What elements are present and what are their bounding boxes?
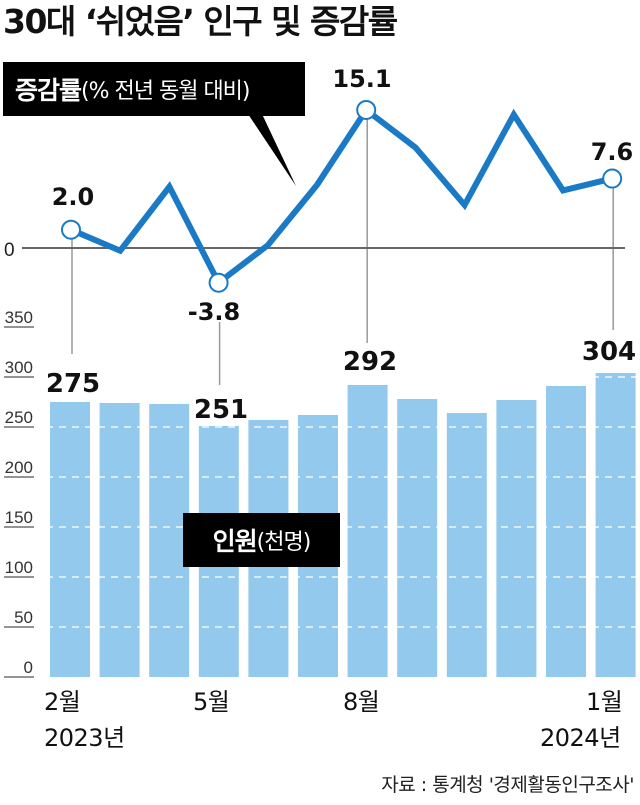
bar-gridlines (46, 326, 640, 628)
x-label-feb: 2월 (44, 688, 81, 716)
count-legend-note: (천명) (256, 530, 312, 555)
bar (595, 373, 636, 677)
bar (149, 404, 190, 677)
chart-title: 30대 ‘쉬었음’ 인구 및 증감률 (3, 2, 398, 41)
count-legend-bold: 인원 (212, 527, 258, 556)
bar-series (50, 373, 636, 677)
y-tick-label: 50 (14, 608, 33, 627)
connector-lines (71, 118, 614, 385)
rate-labels: 2.0 -3.8 15.1 7.6 (52, 65, 634, 326)
rate-marker (356, 99, 377, 120)
x-label-2023: 2023년 (44, 724, 125, 752)
bar-value-label: 292 (343, 347, 397, 377)
y-tick-label: 200 (5, 458, 33, 477)
bar (446, 413, 487, 677)
bar-value-label: 304 (582, 337, 636, 367)
y-tick-label: 300 (5, 358, 33, 377)
rate-legend-bold: 증감률 (15, 76, 82, 105)
count-legend-label: 인원 (천명) (183, 513, 340, 567)
bar-value-label: 275 (46, 369, 100, 399)
y-tick-label: 350 (5, 308, 33, 327)
source-note: 자료 : 통계청 '경제활동인구조사' (381, 774, 634, 796)
bar (546, 386, 586, 677)
rate-value-label: -3.8 (188, 298, 240, 326)
rate-marker (208, 272, 229, 293)
x-label-2024: 2024년 (540, 724, 621, 752)
y-tick-label: 100 (5, 558, 33, 577)
legend-pointer (248, 114, 296, 186)
x-label-jan: 1월 (586, 688, 623, 716)
bar (347, 385, 388, 677)
rate-line (69, 105, 613, 288)
rate-value-label: 2.0 (52, 183, 95, 211)
rate-marker (61, 219, 81, 240)
rate-value-label: 7.6 (591, 138, 634, 166)
bar-y-axis: 0 50 100 150 200 250 300 350 (4, 308, 34, 678)
y-tick-label: 0 (24, 658, 33, 677)
rate-marker (602, 168, 623, 189)
y-tick-label: 250 (5, 408, 33, 427)
bar-value-label: 251 (194, 395, 248, 425)
bar (50, 402, 90, 677)
bar (496, 400, 537, 677)
bar (397, 399, 438, 677)
bar-value-labels: 275 251 292 304 (46, 337, 636, 425)
y-tick-label: 150 (5, 508, 33, 527)
rate-zero-label: 0 (4, 240, 15, 261)
x-label-aug: 8월 (343, 688, 380, 716)
x-label-may: 5월 (193, 688, 230, 716)
rate-markers (61, 99, 623, 293)
rate-legend-label: 증감률 (% 전년 동월 대비) (3, 62, 305, 116)
bar (99, 403, 140, 677)
rate-legend-note: (% 전년 동월 대비) (81, 79, 250, 104)
rate-value-label: 15.1 (332, 65, 391, 93)
